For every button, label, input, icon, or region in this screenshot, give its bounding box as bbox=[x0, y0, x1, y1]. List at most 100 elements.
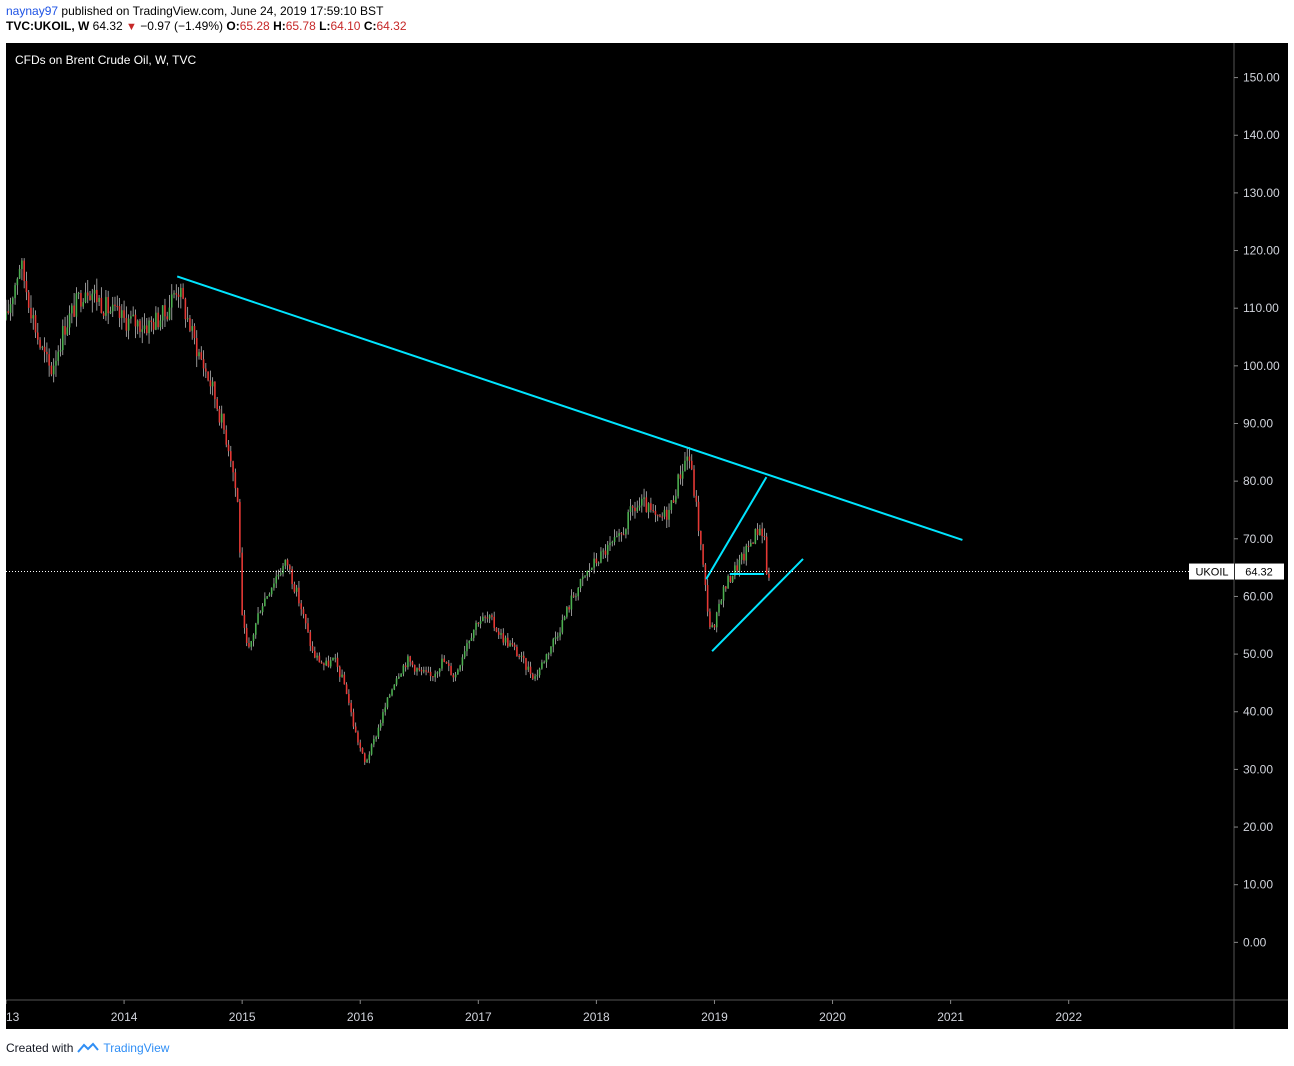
candle-up bbox=[277, 574, 280, 577]
tradingview-logo-icon bbox=[77, 1042, 100, 1053]
candle-up bbox=[670, 500, 673, 511]
candle-up bbox=[220, 413, 223, 423]
candle-up bbox=[550, 646, 552, 654]
candle-up bbox=[250, 640, 253, 647]
x-tick-label: 2020 bbox=[819, 1010, 846, 1024]
candle-up bbox=[423, 670, 425, 672]
candle-down bbox=[50, 365, 53, 375]
down-triangle-icon: ▼ bbox=[126, 21, 137, 33]
candle-up bbox=[75, 293, 78, 317]
x-tick-label: 2015 bbox=[229, 1010, 256, 1024]
candle-down bbox=[223, 413, 225, 430]
candle-up bbox=[191, 326, 193, 331]
candle-up bbox=[749, 542, 752, 547]
candle-up bbox=[470, 637, 473, 641]
candle-down bbox=[298, 587, 300, 604]
candle-up bbox=[641, 498, 643, 506]
candle-down bbox=[447, 663, 450, 666]
author-link[interactable]: naynay97 bbox=[6, 4, 59, 18]
candle-up bbox=[684, 460, 686, 472]
candle-up bbox=[391, 689, 393, 696]
candle-down bbox=[747, 545, 750, 547]
candle-up bbox=[459, 665, 461, 670]
chart-area[interactable]: 150.00 140.00 130.00 120.00 110.00 100.00 90.0… bbox=[6, 43, 1288, 1029]
candle-down bbox=[46, 351, 48, 355]
candle-up bbox=[479, 621, 482, 624]
candle-up bbox=[681, 471, 684, 479]
candle-up bbox=[61, 326, 64, 350]
candle-down bbox=[189, 318, 191, 331]
candle-up bbox=[295, 587, 298, 592]
candle-up bbox=[400, 673, 402, 677]
candle-down bbox=[495, 627, 498, 632]
candle-up bbox=[14, 285, 16, 299]
candle-up bbox=[618, 533, 620, 537]
candle-up bbox=[366, 759, 368, 763]
candle-up bbox=[509, 643, 511, 647]
symbol-badge-label: UKOIL bbox=[1195, 567, 1228, 579]
chart-header: naynay97 published on TradingView.com, J… bbox=[6, 4, 1286, 42]
ohlc-line: TVC:UKOIL, W 64.32 ▼ −0.97 (−1.49%) O:65… bbox=[6, 19, 1286, 35]
candle-up bbox=[332, 657, 334, 661]
tradingview-brand[interactable]: TradingView bbox=[103, 1041, 170, 1055]
candle-down bbox=[182, 287, 184, 299]
last-price: 64.32 bbox=[92, 19, 123, 33]
candle-up bbox=[261, 606, 264, 613]
candle-up bbox=[148, 320, 150, 334]
candle-up bbox=[563, 616, 566, 621]
candle-up bbox=[581, 576, 584, 579]
candle-up bbox=[130, 316, 132, 319]
candle-up bbox=[677, 474, 679, 497]
candle-up bbox=[98, 297, 100, 303]
candle-down bbox=[761, 528, 763, 537]
candle-down bbox=[225, 429, 228, 445]
candle-down bbox=[230, 451, 232, 462]
candle-up bbox=[638, 505, 641, 508]
candle-down bbox=[227, 444, 230, 452]
candle-down bbox=[352, 712, 355, 727]
candle-down bbox=[650, 503, 652, 510]
candle-down bbox=[80, 293, 82, 307]
price-change: −0.97 (−1.49%) bbox=[140, 19, 224, 33]
candle-down bbox=[114, 304, 116, 306]
candle-up bbox=[500, 633, 502, 635]
candle-up bbox=[6, 311, 7, 320]
candle-up bbox=[12, 298, 14, 305]
candle-up bbox=[720, 600, 723, 604]
close-label: C: bbox=[363, 19, 377, 33]
candle-up bbox=[584, 575, 586, 577]
candle-down bbox=[118, 306, 121, 318]
candle-up bbox=[55, 360, 57, 366]
candle-down bbox=[697, 501, 700, 531]
candle-up bbox=[754, 529, 757, 544]
candle-up bbox=[731, 575, 734, 582]
candle-up bbox=[384, 707, 387, 713]
candle-down bbox=[177, 294, 180, 297]
candle-up bbox=[536, 675, 539, 677]
candle-down bbox=[184, 298, 187, 320]
candle-up bbox=[180, 287, 182, 297]
candle-down bbox=[293, 584, 296, 592]
candle-down bbox=[234, 472, 237, 489]
candle-up bbox=[341, 674, 343, 677]
candle-down bbox=[452, 675, 455, 678]
candle-down bbox=[443, 658, 446, 662]
candle-up bbox=[527, 666, 530, 670]
candle-up bbox=[545, 654, 548, 663]
candle-down bbox=[64, 326, 66, 335]
candle-up bbox=[745, 545, 748, 561]
candle-down bbox=[193, 326, 196, 338]
candle-down bbox=[502, 633, 505, 643]
x-tick-label: 2017 bbox=[465, 1010, 492, 1024]
candle-down bbox=[568, 607, 570, 610]
candle-up bbox=[575, 596, 577, 598]
candle-down bbox=[688, 456, 691, 461]
candle-up bbox=[32, 315, 35, 319]
candle-down bbox=[248, 643, 250, 647]
candle-down bbox=[291, 569, 293, 585]
candle-down bbox=[27, 292, 30, 308]
x-tick-label: 2021 bbox=[937, 1010, 964, 1024]
candle-down bbox=[207, 371, 209, 381]
price-chart[interactable]: 150.00 140.00 130.00 120.00 110.00 100.00 90.0… bbox=[6, 43, 1288, 1029]
y-tick-label: 60.00 bbox=[1243, 589, 1273, 603]
